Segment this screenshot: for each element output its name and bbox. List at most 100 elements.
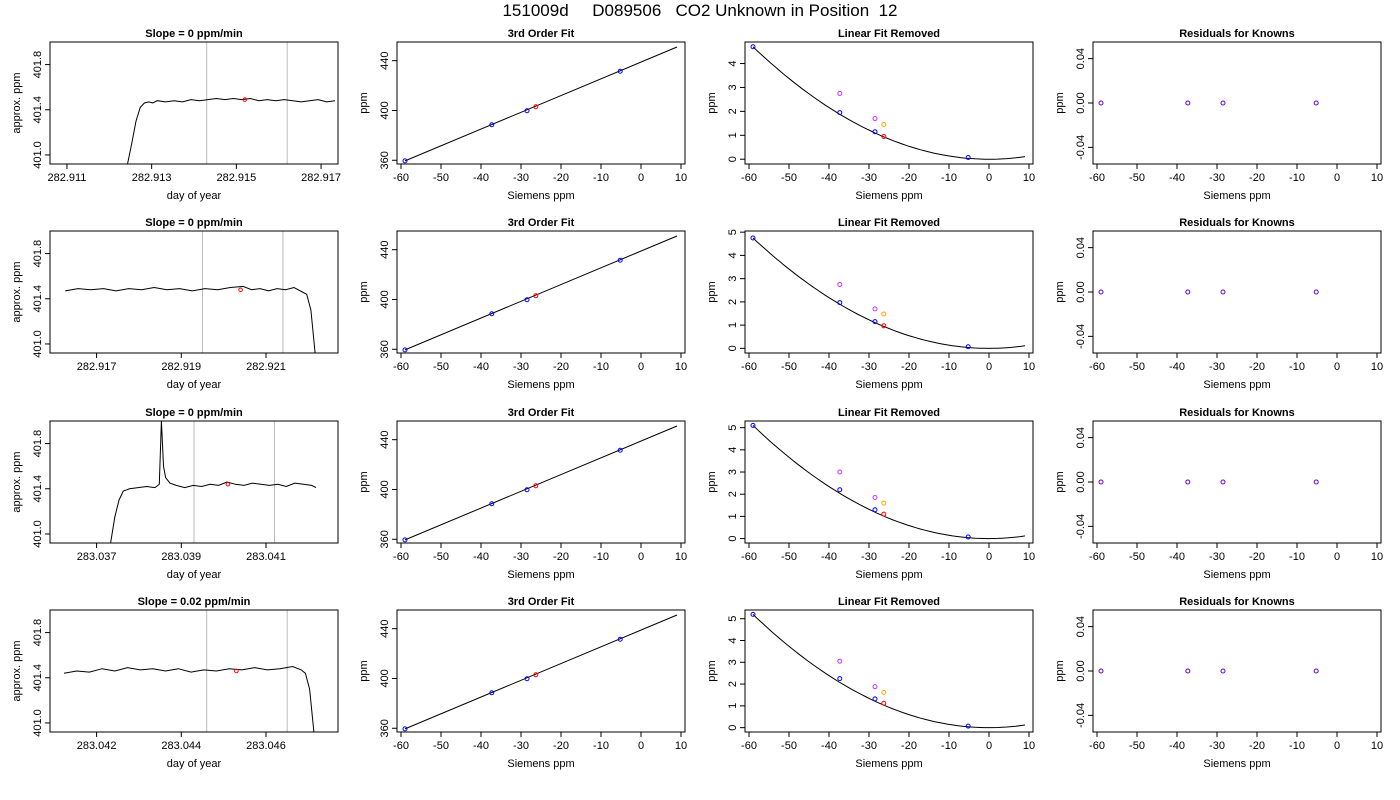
x-tick-label: -40 xyxy=(1169,361,1185,373)
x-axis-label: Siemens ppm xyxy=(855,758,922,770)
x-tick-label: 0 xyxy=(638,361,644,373)
chart-panel: Residuals for Knowns -60 -50 -40 -30 -20 -10 0 1… xyxy=(1054,217,1383,391)
unknown-marker xyxy=(242,97,248,102)
x-tick-label: -50 xyxy=(433,551,449,563)
plot-frame xyxy=(744,420,1034,544)
x-tick-label: -40 xyxy=(1169,740,1185,752)
x-tick-label: -10 xyxy=(593,361,609,373)
data-point xyxy=(965,344,971,350)
y-tick-label: 0.00 xyxy=(1075,281,1087,302)
x-axis-label: Siemens ppm xyxy=(855,190,922,202)
data-point xyxy=(489,122,495,128)
data-point xyxy=(837,300,843,306)
y-tick-label: 3 xyxy=(727,659,739,665)
plot-area xyxy=(110,421,317,543)
x-tick-label: -10 xyxy=(1289,740,1305,752)
y-tick-label: 0 xyxy=(727,725,739,731)
data-point xyxy=(965,534,971,540)
unknown-marker xyxy=(234,668,239,674)
x-tick-label: 282.921 xyxy=(246,361,286,373)
y-axis-label: ppm xyxy=(1054,660,1066,681)
y-axis-label: approx. ppm xyxy=(11,451,23,512)
x-tick-label: -50 xyxy=(433,740,449,752)
data-point xyxy=(881,700,887,706)
y-tick-label: 0 xyxy=(727,345,739,351)
x-tick-label: -30 xyxy=(1209,361,1225,373)
x-axis-label: Siemens ppm xyxy=(1203,379,1270,391)
y-tick-label: 3 xyxy=(727,84,739,90)
plot-frame xyxy=(396,420,686,544)
x-tick-label: -10 xyxy=(1289,361,1305,373)
data-point xyxy=(1185,289,1191,295)
y-axis-label: ppm xyxy=(358,660,370,681)
y-tick-label: 400 xyxy=(379,669,391,687)
data-point xyxy=(1313,479,1319,485)
y-tick-label: -0.04 xyxy=(1075,135,1087,160)
x-tick-label: 10 xyxy=(1371,361,1383,373)
series-line xyxy=(110,421,317,543)
chart-panel: 3rd Order Fit -60 -50 -40 -30 -20 -10 0 10 360 400… xyxy=(358,596,687,770)
data-point xyxy=(524,676,530,682)
y-axis-label: ppm xyxy=(358,281,370,302)
fit-curve xyxy=(752,425,1026,540)
x-tick-label: -30 xyxy=(513,361,529,373)
y-axis-label: ppm xyxy=(1054,92,1066,113)
data-point xyxy=(489,311,495,317)
data-point xyxy=(1313,100,1319,106)
chart-title: Residuals for Knowns xyxy=(1179,596,1295,608)
x-tick-label: -10 xyxy=(941,361,957,373)
x-tick-label: -20 xyxy=(553,740,569,752)
data-point xyxy=(1220,289,1226,295)
data-point xyxy=(881,122,887,128)
plot-area xyxy=(402,425,678,543)
plot-frame xyxy=(396,230,686,354)
x-tick-label: -30 xyxy=(861,361,877,373)
x-tick-label: -10 xyxy=(1289,172,1305,184)
data-point xyxy=(872,129,878,135)
x-axis-label: Siemens ppm xyxy=(507,569,574,581)
plot-frame xyxy=(1092,41,1382,165)
chart-title: Linear Fit Removed xyxy=(838,217,940,229)
y-tick-label: 360 xyxy=(379,719,391,737)
x-axis-label: Siemens ppm xyxy=(855,379,922,391)
plot-area xyxy=(750,235,1026,350)
x-tick-label: 0 xyxy=(638,172,644,184)
x-axis-label: Siemens ppm xyxy=(1203,758,1270,770)
data-point xyxy=(872,684,878,690)
data-point xyxy=(617,68,623,74)
chart-panel: Slope = 0 ppm/min 282.917 282.919 282.921 40… xyxy=(11,217,339,391)
data-point xyxy=(402,726,408,732)
y-tick-label: 360 xyxy=(379,530,391,548)
data-point xyxy=(881,311,887,317)
x-tick-label: 283.037 xyxy=(77,551,117,563)
x-tick-label: -10 xyxy=(1289,551,1305,563)
data-point xyxy=(872,319,878,325)
plot-area xyxy=(750,44,1026,161)
plot-frame xyxy=(744,41,1034,165)
x-tick-label: -40 xyxy=(1169,551,1185,563)
data-point xyxy=(1098,289,1104,295)
data-point xyxy=(1185,100,1191,106)
x-tick-label: -60 xyxy=(393,551,409,563)
data-point xyxy=(617,257,623,263)
chart-title: Residuals for Knowns xyxy=(1179,28,1295,40)
data-point xyxy=(1313,289,1319,295)
x-tick-label: -20 xyxy=(1249,361,1265,373)
x-tick-label: -50 xyxy=(433,172,449,184)
plot-area xyxy=(65,231,316,353)
x-tick-label: -60 xyxy=(741,361,757,373)
y-tick-label: 401.4 xyxy=(32,664,44,692)
y-tick-label: 0.04 xyxy=(1075,616,1087,637)
chart-title: 3rd Order Fit xyxy=(508,596,575,608)
x-tick-label: 10 xyxy=(675,551,687,563)
series-line xyxy=(65,285,316,353)
y-axis-label: ppm xyxy=(706,92,718,113)
plot-area xyxy=(750,611,1026,729)
plot-frame xyxy=(49,420,339,544)
x-tick-label: 283.044 xyxy=(161,740,201,752)
data-point xyxy=(837,487,843,493)
y-axis-label: ppm xyxy=(706,660,718,681)
y-tick-label: 400 xyxy=(379,290,391,308)
x-tick-label: 283.041 xyxy=(246,551,286,563)
x-tick-label: 10 xyxy=(1371,172,1383,184)
